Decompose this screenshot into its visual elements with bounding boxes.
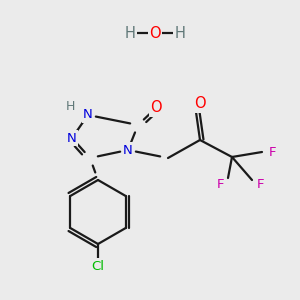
Text: O: O — [194, 97, 206, 112]
Text: F: F — [256, 178, 264, 190]
Text: O: O — [149, 26, 161, 40]
Text: N: N — [67, 131, 77, 145]
Text: H: H — [65, 100, 75, 113]
Text: F: F — [268, 146, 276, 158]
Text: O: O — [150, 100, 162, 116]
Text: F: F — [216, 178, 224, 190]
Text: N: N — [83, 109, 93, 122]
Text: N: N — [123, 143, 133, 157]
Text: H: H — [175, 26, 185, 40]
Text: H: H — [124, 26, 135, 40]
Text: Cl: Cl — [92, 260, 104, 272]
